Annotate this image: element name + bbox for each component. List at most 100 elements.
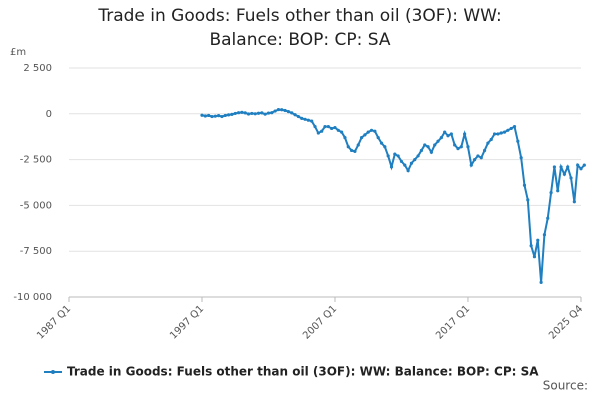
data-point [489,137,493,142]
data-point [549,190,553,195]
data-point [496,132,500,136]
y-tick-label: -2 500 [20,155,52,166]
data-point [579,167,583,171]
data-point [226,113,231,117]
y-tick-label: -5 000 [20,200,52,211]
data-point [492,132,497,136]
data-point [356,143,360,147]
data-point [512,125,517,129]
data-point [486,141,490,145]
data-point [286,110,291,114]
data-point [509,126,513,131]
data-point [260,111,264,115]
data-point [506,128,510,132]
data-point [276,107,281,112]
data-point [236,111,241,115]
data-point [316,131,320,135]
data-point [273,109,277,113]
data-point [290,111,294,115]
data-point [330,126,334,131]
data-point [466,145,470,149]
data-point [566,165,570,169]
data-point [393,152,397,156]
data-point [349,148,354,153]
data-point [419,148,424,153]
data-point [403,163,407,167]
data-point [313,125,317,129]
data-point [476,154,480,158]
data-point [217,114,221,118]
data-point [459,145,463,149]
data-point [310,119,314,123]
data-point [572,200,576,204]
data-point [529,244,533,248]
data-point [359,136,364,140]
data-point [263,112,267,116]
data-point [502,130,507,134]
x-tick-label: 2007 Q1 [301,303,339,341]
data-point [220,114,224,119]
data-point [200,113,204,117]
data-point [552,165,557,169]
data-point [250,111,254,116]
data-point [346,145,350,149]
data-point [213,114,217,118]
data-point [463,132,467,136]
data-point [376,136,380,140]
data-point [203,114,207,118]
data-point [240,110,244,114]
x-tick-label: 1987 Q1 [35,303,73,341]
data-point [499,131,503,135]
data-point [539,280,543,284]
data-point [379,141,384,145]
data-point [439,136,443,140]
data-point [456,147,460,151]
series-line [201,108,586,283]
data-point [340,130,344,134]
data-point [373,129,377,133]
data-point [336,128,340,132]
y-tick-label: 0 [46,109,52,120]
data-point [243,111,247,115]
data-point [306,118,310,122]
data-point [256,111,261,115]
data-point [556,189,560,193]
chart-title: Trade in Goods: Fuels other than oil (3O… [98,6,502,50]
data-point [516,139,520,143]
data-point [582,163,586,167]
data-point [223,113,227,118]
x-tick-label: 2025 Q4 [547,303,585,341]
data-point [532,255,537,259]
x-tick-label: 2017 Q1 [434,303,472,341]
data-point [406,168,410,173]
data-point [253,112,257,116]
data-point [246,112,251,116]
data-point [383,145,387,149]
data-point [423,143,427,147]
data-point [443,130,447,134]
data-point [233,111,237,116]
data-point [363,133,367,137]
data-point [479,156,483,160]
data-point [576,163,580,167]
data-point [386,154,390,158]
data-point [210,114,214,119]
data-point [303,117,307,121]
data-point [366,130,370,134]
data-point [369,128,374,132]
data-point [230,112,234,116]
data-point [526,198,530,202]
data-point [536,238,540,242]
data-point [522,183,527,187]
y-tick-label: -10 000 [13,292,52,303]
data-point [426,145,430,149]
data-point [326,125,330,129]
data-point [416,154,420,158]
data-point [453,143,457,147]
data-point [399,159,404,164]
data-point [343,136,347,140]
data-point [519,156,523,160]
data-point [409,161,414,165]
